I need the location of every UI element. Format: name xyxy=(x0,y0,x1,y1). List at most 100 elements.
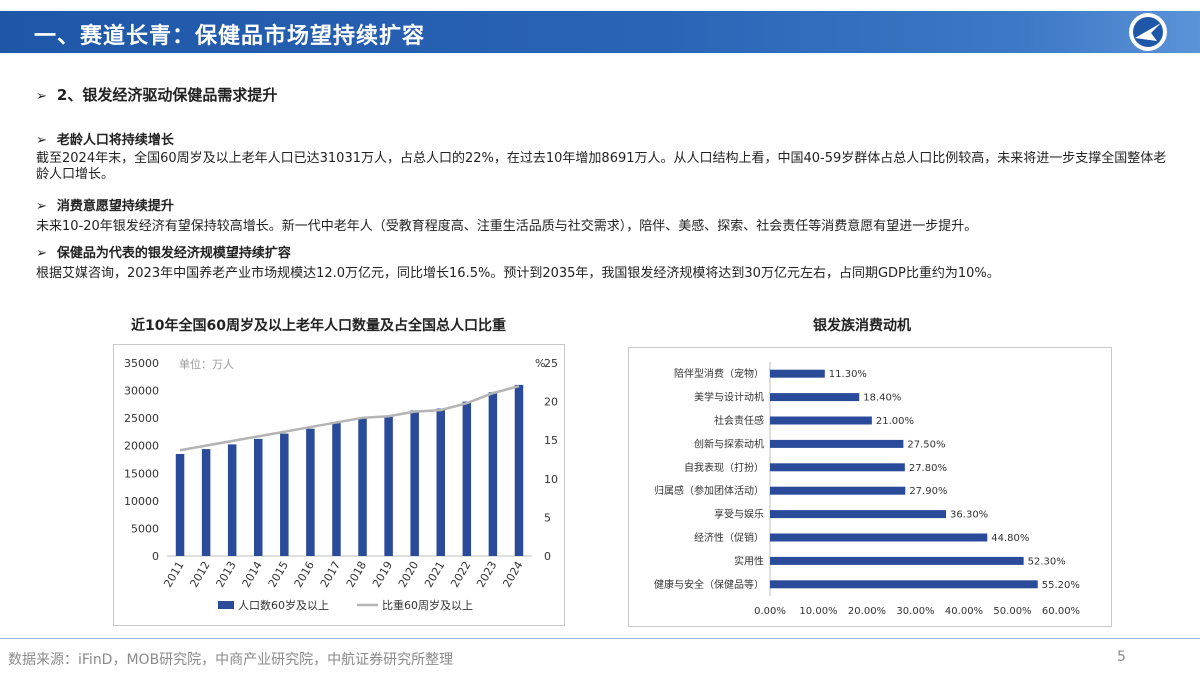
x-tick-label: 2014 xyxy=(240,559,265,590)
bullet-arrow-icon: ➢ xyxy=(36,246,47,261)
section-heading: ➢ 2、银发经济驱动保健品需求提升 xyxy=(36,84,277,105)
bullet-title-3: ➢ 保健品为代表的银发经济规模望持续扩容 xyxy=(36,246,291,261)
x-tick-label: 2019 xyxy=(370,559,395,590)
category-label: 归属感（参加团体活动） xyxy=(654,484,764,497)
population-bar xyxy=(201,449,211,556)
y-tick-label: 0 xyxy=(152,550,159,563)
population-chart: 单位：万人 % 0 5000 10000 15000 20000 25000 30000 3500… xyxy=(124,357,558,612)
motivation-bar xyxy=(770,416,872,425)
population-bar xyxy=(514,384,524,556)
y2-tick-label: 10 xyxy=(544,473,558,486)
bullet-title-1: ➢ 老龄人口将持续增长 xyxy=(36,133,174,148)
y-tick-label: 10000 xyxy=(124,495,159,508)
motivation-chart: 0.00% 10.00% 20.00% 30.00% 40.00% 50.00% 60.00… xyxy=(654,362,1080,617)
value-label: 27.90% xyxy=(909,486,947,497)
y-tick-label: 20000 xyxy=(124,440,159,453)
y2-tick-label: 15 xyxy=(544,434,558,447)
category-label: 健康与安全（保健品等） xyxy=(654,578,764,591)
x-tick-label: 2013 xyxy=(214,559,239,590)
x-tick-label: 2022 xyxy=(448,559,473,590)
value-label: 52.30% xyxy=(1028,556,1066,567)
y2-tick-label: 5 xyxy=(544,511,551,524)
category-label: 享受与娱乐 xyxy=(714,508,764,521)
x-tick-label: 40.00% xyxy=(945,606,983,617)
bullet-body-1: 截至2024年末，全国60周岁及以上老年人口已达31031万人，占总人口的22%… xyxy=(36,151,1167,182)
page-title: 一、赛道长青：保健品市场望持续扩容 xyxy=(34,24,426,49)
legend-bar-swatch xyxy=(218,601,234,609)
value-label: 21.00% xyxy=(876,416,914,427)
x-tick-label: 10.00% xyxy=(799,606,837,617)
motivation-bar xyxy=(770,533,988,542)
bullet-arrow-icon: ➢ xyxy=(36,133,47,148)
chart2-frame: 0.00% 10.00% 20.00% 30.00% 40.00% 50.00% 60.00… xyxy=(628,347,1112,627)
x-tick-label: 2017 xyxy=(318,559,343,590)
y-tick-label: 25000 xyxy=(124,412,159,425)
y2-tick-label: 0 xyxy=(544,550,551,563)
x-tick-label: 0.00% xyxy=(754,606,786,617)
x-tick-label: 2011 xyxy=(161,559,186,590)
population-bar xyxy=(462,401,472,556)
y2-tick-label: 25 xyxy=(544,357,558,370)
category-label: 陪伴型消费（宠物） xyxy=(674,367,764,380)
value-label: 55.20% xyxy=(1042,580,1080,591)
x-tick-label: 2024 xyxy=(500,559,525,590)
bullet-body-2: 未来10-20年银发经济有望保持较高增长。新一代中老年人（受教育程度高、注重生活… xyxy=(36,219,978,234)
category-label: 经济性（促销） xyxy=(694,531,764,544)
x-tick-label: 30.00% xyxy=(896,606,934,617)
motivation-bar xyxy=(770,556,1024,565)
population-bar xyxy=(384,416,393,556)
motivation-bar xyxy=(770,393,860,402)
x-tick-label: 2021 xyxy=(422,559,447,590)
value-label: 36.30% xyxy=(950,510,988,521)
legend-bar-label: 人口数60岁及以上 xyxy=(238,598,329,612)
value-label: 44.80% xyxy=(991,533,1029,544)
population-bar xyxy=(254,438,263,556)
chart1-frame: 单位：万人% 0 5000 10000 15000 20000 25000 30000 3500… xyxy=(113,344,565,626)
chart1-title: 近10年全国60周岁及以上老年人口数量及占全国总人口比重 xyxy=(131,318,506,334)
value-label: 27.50% xyxy=(907,439,945,450)
y-tick-label: 30000 xyxy=(124,385,159,398)
value-label: 27.80% xyxy=(909,463,947,474)
category-label: 社会责任感 xyxy=(714,414,764,427)
population-bar xyxy=(332,423,341,556)
population-bar xyxy=(280,433,289,556)
x-tick-label: 50.00% xyxy=(993,606,1031,617)
population-bar xyxy=(227,444,237,556)
motivation-bar xyxy=(770,510,947,519)
bullet-title-2: ➢ 消费意愿望持续提升 xyxy=(36,199,174,214)
ratio-line xyxy=(179,384,520,452)
chart2-title: 银发族消费动机 xyxy=(813,318,911,334)
value-label: 18.40% xyxy=(863,393,901,404)
population-bar xyxy=(436,408,445,556)
category-label: 美学与设计动机 xyxy=(694,391,764,404)
population-bar xyxy=(358,418,367,556)
chart1-right-axis-label: % xyxy=(535,357,545,370)
company-logo-icon xyxy=(1129,13,1167,51)
y2-tick-label: 20 xyxy=(544,396,558,409)
population-bar xyxy=(306,428,315,556)
x-tick-label: 2020 xyxy=(396,559,421,590)
x-tick-label: 2015 xyxy=(266,559,291,590)
x-tick-label: 2012 xyxy=(187,559,212,590)
bullet-body-3: 根据艾媒咨询，2023年中国养老产业市场规模达12.0万亿元，同比增长16.5%… xyxy=(36,266,1000,281)
x-tick-label: 2016 xyxy=(292,559,317,590)
motivation-bar xyxy=(770,486,906,495)
population-bar xyxy=(175,453,185,556)
y-tick-label: 35000 xyxy=(124,357,159,370)
page-number: 5 xyxy=(1117,649,1126,665)
x-tick-label: 2018 xyxy=(344,559,369,590)
category-label: 创新与探索动机 xyxy=(694,437,764,450)
y-tick-label: 5000 xyxy=(131,522,159,535)
chart1-unit-label: 单位：万人 xyxy=(179,357,234,371)
data-source: 数据来源：iFinD，MOB研究院，中商产业研究院，中航证券研究所整理 xyxy=(8,652,454,668)
x-tick-label: 60.00% xyxy=(1042,606,1080,617)
bullet-arrow-icon: ➢ xyxy=(36,199,47,214)
title-banner: 一、赛道长青：保健品市场望持续扩容 xyxy=(0,0,1200,62)
motivation-bar xyxy=(770,369,825,378)
x-tick-label: 20.00% xyxy=(848,606,886,617)
category-label: 自我表现（打扮） xyxy=(684,461,764,474)
legend-line-label: 比重60周岁及以上 xyxy=(382,598,473,612)
population-bar xyxy=(410,410,419,556)
motivation-bar xyxy=(770,439,904,448)
motivation-bar xyxy=(770,463,905,472)
